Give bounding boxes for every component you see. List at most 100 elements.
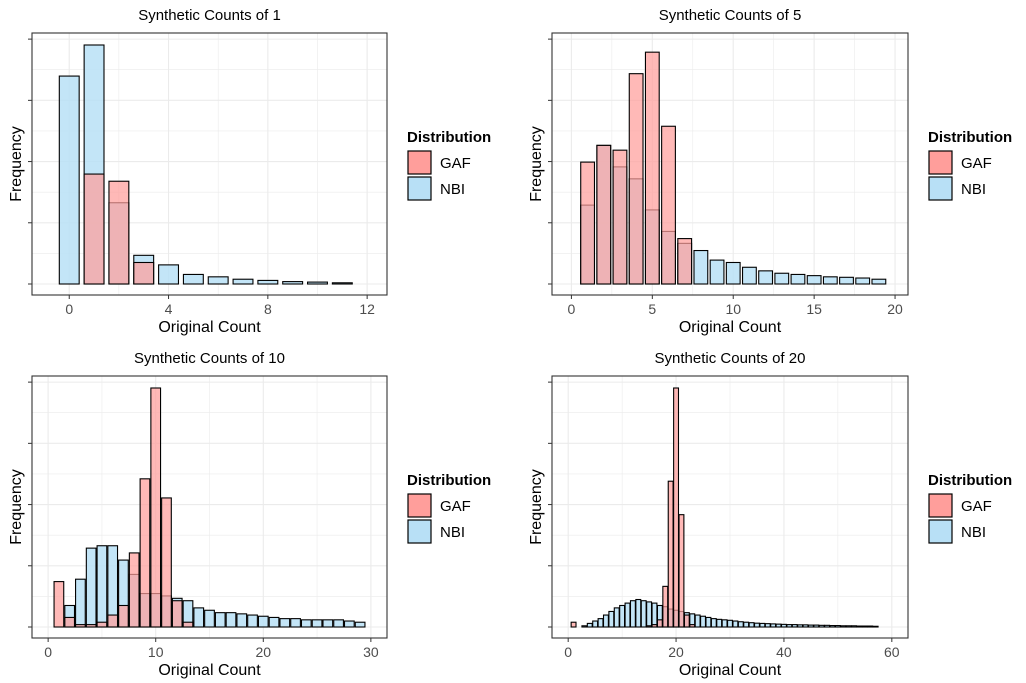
bar-nbi <box>207 276 229 285</box>
plot-background <box>552 33 908 295</box>
bar-gaf <box>683 614 690 628</box>
x-axis-title: Original Count <box>679 319 782 336</box>
bar-nbi <box>290 618 301 628</box>
bar-nbi <box>824 624 831 628</box>
bar-nbi <box>354 621 366 628</box>
legend: Distribution GAF NBI <box>407 472 491 544</box>
bar-gaf <box>75 624 86 628</box>
bar-nbi <box>158 264 180 285</box>
legend-title: Distribution <box>407 472 491 489</box>
legend-key-gaf <box>407 150 432 175</box>
x-tick-label: 0 <box>568 301 576 317</box>
bars <box>570 387 879 628</box>
legend-label-nbi: NBI <box>440 524 465 541</box>
bar-nbi <box>307 281 328 285</box>
bar-nbi <box>797 624 804 628</box>
bars <box>580 51 887 285</box>
bar-nbi <box>721 619 728 628</box>
bar-nbi <box>193 607 205 628</box>
bar-gaf <box>133 261 155 285</box>
bar-gaf <box>667 480 674 628</box>
bar-nbi <box>640 600 647 628</box>
bar-nbi <box>861 625 868 628</box>
bar-nbi <box>758 270 774 285</box>
bar-gaf <box>108 180 130 285</box>
bar-nbi <box>727 619 733 628</box>
panel-border <box>31 32 388 296</box>
x-tick-label: 12 <box>359 301 375 317</box>
bar-nbi <box>635 598 642 628</box>
panel-1: 0 4 8 12 Synthetic Counts of 1 Original Count… <box>8 7 491 336</box>
legend-title: Distribution <box>407 129 491 146</box>
x-tick-label: 15 <box>806 301 822 317</box>
legend-key-nbi <box>407 176 432 201</box>
x-axis-title: Original Count <box>679 662 782 679</box>
bar-gaf <box>96 621 108 628</box>
bar-nbi <box>282 281 304 285</box>
bar-gaf <box>139 478 151 628</box>
bar-nbi <box>856 625 863 628</box>
bar-nbi <box>700 615 707 628</box>
bar-nbi <box>818 624 825 628</box>
bar-gaf <box>150 387 162 628</box>
panel-2: 0 5 10 15 20 Synthetic Counts of 5 Original Co… <box>528 7 1012 336</box>
legend-key-nbi <box>928 176 953 201</box>
x-tick-label: 0 <box>44 644 52 660</box>
bar-nbi <box>705 616 712 628</box>
y-axis-title: Frequency <box>8 469 25 545</box>
legend-key-nbi <box>928 519 953 544</box>
bar-nbi <box>247 614 258 628</box>
bar-gaf <box>64 616 76 628</box>
x-tick-label: 4 <box>165 301 173 317</box>
bar-nbi <box>764 623 771 628</box>
bar-gaf <box>107 614 119 628</box>
bar-gaf <box>596 144 612 285</box>
bar-gaf <box>644 51 660 285</box>
bar-gaf <box>661 125 676 285</box>
legend-label-gaf: GAF <box>961 155 992 172</box>
bar-nbi <box>780 623 787 628</box>
x-axis-title: Original Count <box>158 662 261 679</box>
x-tick-label: 5 <box>648 301 656 317</box>
bar-gaf <box>656 619 663 628</box>
grid-lines <box>552 376 908 638</box>
bar-gaf <box>83 173 105 285</box>
bar-nbi <box>300 619 312 628</box>
legend-key-gaf <box>928 150 953 175</box>
bar-nbi <box>232 278 254 285</box>
bar-nbi <box>845 625 852 628</box>
panel-title: Synthetic Counts of 1 <box>138 7 281 24</box>
bar-nbi <box>834 625 841 628</box>
bar-nbi <box>581 625 588 628</box>
bar-nbi <box>807 624 814 628</box>
legend-title: Distribution <box>928 472 1012 489</box>
x-axis-title: Original Count <box>158 319 261 336</box>
bar-nbi <box>279 618 291 628</box>
panel-title: Synthetic Counts of 5 <box>659 7 802 24</box>
y-axis-title: Frequency <box>528 126 545 202</box>
x-tick-label: 20 <box>668 644 684 660</box>
bar-nbi <box>710 618 717 628</box>
bar-nbi <box>75 578 86 628</box>
bar-nbi <box>602 614 609 628</box>
x-tick-label: 0 <box>564 644 572 660</box>
bar-nbi <box>774 272 790 285</box>
bar-gaf <box>628 73 644 285</box>
legend: Distribution GAF NBI <box>928 129 1012 201</box>
bar-nbi <box>790 273 806 285</box>
bar-nbi <box>694 614 701 628</box>
bar-nbi <box>806 275 822 285</box>
bar-nbi <box>775 623 782 628</box>
x-tick-label: 10 <box>148 644 164 660</box>
bar-nbi <box>331 282 353 285</box>
bar-nbi <box>236 613 248 628</box>
bar-gaf <box>85 624 97 628</box>
bar-nbi <box>629 600 636 628</box>
bar-nbi <box>646 601 653 628</box>
x-tick-label: 20 <box>887 301 903 317</box>
bar-nbi <box>333 619 344 628</box>
x-tick-label: 8 <box>264 301 272 317</box>
legend-label-nbi: NBI <box>961 181 986 198</box>
bar-gaf <box>673 387 680 628</box>
